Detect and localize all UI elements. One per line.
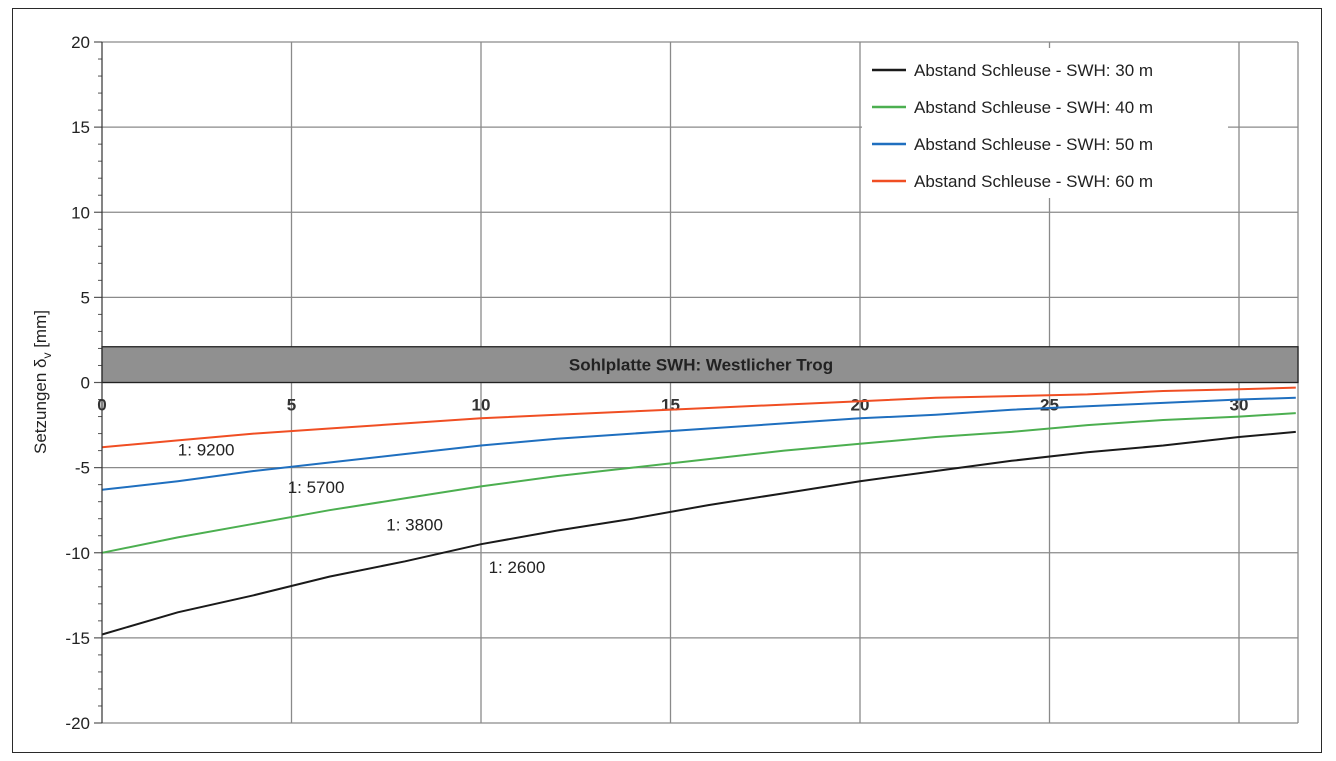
x-tick-label-2: 10 [472,396,491,415]
x-tick-label-5: 25 [1040,396,1059,415]
x-tick-label-1: 5 [287,396,296,415]
legend-box [862,48,1228,198]
y-axis-label-sub: v [40,353,54,359]
slab-label: Sohlplatte SWH: Westlicher Trog [569,356,833,375]
y-tick-label-5: -5 [75,459,90,478]
series-line-3 [101,386,1296,449]
legend-label-0: Abstand Schleuse - SWH: 30 m [914,61,1153,80]
series-line-1 [101,412,1296,554]
legend-label-3: Abstand Schleuse - SWH: 60 m [914,172,1153,191]
y-axis-label-main: Setzungen δ [31,359,50,454]
y-tick-label-1: 15 [71,118,90,137]
legend-label-2: Abstand Schleuse - SWH: 50 m [914,135,1153,154]
y-tick-label-7: -15 [65,629,90,648]
series-line-0 [101,430,1296,636]
series-lines [101,386,1296,636]
x-tick-label-3: 15 [661,396,680,415]
y-axis-label-unit: [mm] [31,310,50,353]
y-tick-label-4: 0 [81,374,90,393]
series-line-2 [101,396,1296,491]
slope-annotation-3: 1: 2600 [489,558,546,577]
y-axis-label: Setzungen δv [mm] [31,310,54,454]
slope-annotation-0: 1: 9200 [178,441,235,460]
legend: Abstand Schleuse - SWH: 30 m Abstand Schl… [862,48,1228,198]
y-tick-labels: 20 15 10 5 0 -5 -10 -15 -20 [65,33,90,733]
x-tick-label-4: 20 [851,396,870,415]
slope-annotation-1: 1: 5700 [288,478,345,497]
y-tick-label-3: 5 [81,288,90,307]
chart-frame [12,8,1322,753]
legend-label-1: Abstand Schleuse - SWH: 40 m [914,98,1153,117]
y-tick-label-0: 20 [71,33,90,52]
slope-annotation-2: 1: 3800 [386,516,443,535]
y-tick-label-6: -10 [65,544,90,563]
y-tick-label-8: -20 [65,714,90,733]
slope-annotations: 1: 9200 1: 5700 1: 3800 1: 2600 [178,441,546,577]
y-tick-label-2: 10 [71,203,90,222]
sohlplatte-slab [101,346,1299,384]
